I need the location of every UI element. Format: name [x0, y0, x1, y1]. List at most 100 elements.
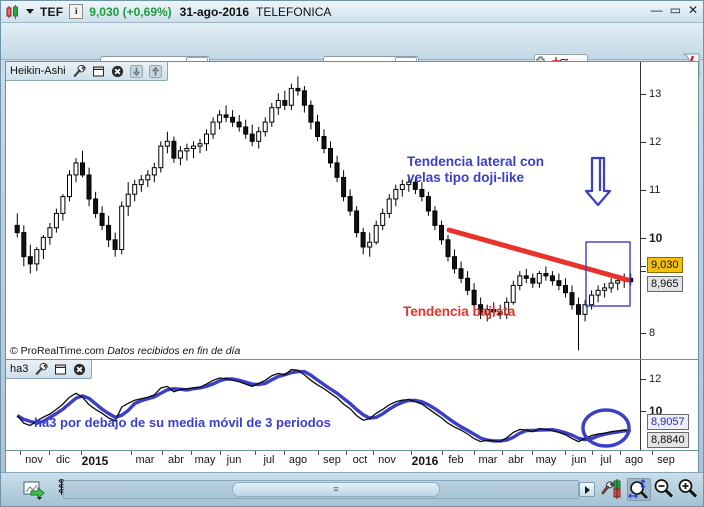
chart-settings-icon[interactable]: [601, 478, 625, 501]
price-tick-8: 8: [649, 327, 656, 339]
maximize-button[interactable]: ▭: [669, 3, 681, 17]
time-tick: [532, 451, 533, 455]
time-tick: [620, 451, 621, 455]
indicator-plot-area[interactable]: ha3 por debajo de su media móvil de 3 pe…: [6, 360, 640, 450]
window-copy-icon[interactable]: [91, 64, 106, 79]
price-plot-area[interactable]: Tendencia lateral con velas tipo doji-li…: [6, 62, 640, 360]
ha3-line: [16, 368, 631, 443]
time-label: mar: [478, 454, 498, 466]
zoom-out-button[interactable]: [653, 478, 677, 501]
time-label: dic: [55, 454, 71, 466]
time-label: jul: [600, 454, 612, 466]
time-label: 2016: [411, 454, 439, 468]
symbol-dropdown-caret-icon[interactable]: [26, 9, 34, 14]
down-arrow-icon: [584, 156, 612, 207]
time-label: 2015: [81, 454, 109, 468]
copyright-line: © ProRealTime.com Datos recibidos en fin…: [10, 345, 240, 357]
time-tick: [49, 451, 50, 455]
sideways-zone-rectangle: [585, 241, 631, 307]
time-tick: [284, 451, 285, 455]
info-icon[interactable]: i: [69, 4, 84, 19]
downtrend-line: [446, 227, 631, 283]
data-note-text: Datos recibidos en fin de día: [107, 345, 241, 357]
time-tick: [373, 451, 374, 455]
close-button[interactable]: ✕: [687, 3, 698, 17]
window-copy-icon[interactable]: [53, 362, 68, 377]
time-tick: [592, 451, 593, 455]
auto-fit-zoom-button[interactable]: [627, 478, 651, 501]
time-tick: [652, 451, 653, 455]
time-label: ago: [288, 454, 308, 466]
scrollbar-thumb[interactable]: ≡: [232, 482, 440, 497]
status-bar: ≡: [1, 472, 703, 506]
time-label: nov: [378, 454, 396, 466]
time-label: abr: [168, 454, 184, 466]
time-label: jul: [263, 454, 275, 466]
ha3-prev-tag: 8,8840: [647, 432, 689, 448]
indicator-name: ha3: [10, 363, 29, 375]
time-tick: [162, 451, 163, 455]
close-indicator-icon[interactable]: [110, 64, 125, 79]
time-tick: [318, 451, 319, 455]
last-price: 9,030 (+0,69%): [89, 4, 172, 19]
minimize-button[interactable]: —: [650, 3, 663, 17]
scroll-right-button[interactable]: [579, 482, 595, 497]
moving-average-line: [16, 369, 631, 443]
time-tick: [81, 451, 82, 455]
time-tick: [442, 451, 443, 455]
annotation-bearish: Tendencia bajista: [403, 304, 516, 319]
time-label: sep: [323, 454, 341, 466]
time-label: oct: [352, 454, 368, 466]
time-tick: [565, 451, 566, 455]
scrollbar-grip-icon: ≡: [333, 484, 339, 494]
quote-date: 31-ago-2016: [179, 4, 250, 19]
annotation-sideways: Tendencia lateral con velas tipo doji-li…: [407, 154, 545, 185]
indicator-axis: 12 10 8,9057 8,8840: [640, 360, 698, 450]
time-tick: [255, 451, 256, 455]
candlestick-chart: [14, 76, 634, 351]
time-tick: [220, 451, 221, 455]
indicator-panel: ha3 por debajo de su media móvil de 3 pe…: [5, 359, 699, 451]
price-indicator-name: Heikin-Ashi: [10, 65, 66, 77]
time-tick: [411, 451, 412, 455]
price-tick-10: 10: [649, 231, 663, 245]
price-panel-header: Heikin-Ashi: [6, 62, 168, 81]
time-label: abr: [508, 454, 524, 466]
window-controls: — ▭ ✕: [651, 4, 698, 16]
export-icon[interactable]: [23, 479, 45, 500]
move-up-icon[interactable]: [148, 64, 163, 79]
horizontal-scrollbar[interactable]: ≡: [63, 480, 579, 499]
close-indicator-icon[interactable]: [72, 362, 87, 377]
annotation-indicator: ha3 por debajo de su media móvil de 3 pe…: [34, 415, 331, 430]
highlight-ellipse: [581, 408, 631, 448]
time-label: nov: [25, 454, 43, 466]
ha3-tick-12: 12: [649, 373, 662, 385]
time-tick: [20, 451, 21, 455]
title-bar: TEF i 9,030 (+0,69%) 31-ago-2016 TELEFON…: [1, 1, 703, 23]
settings-wrench-icon[interactable]: [72, 64, 87, 79]
time-axis: nov dic 2015 mar abr may jun jul ago sep oct nov 201…: [5, 451, 699, 473]
price-tick-13: 13: [649, 88, 662, 100]
price-tick-11: 11: [649, 184, 661, 196]
zoom-in-button[interactable]: [677, 478, 701, 501]
move-down-icon[interactable]: [129, 64, 144, 79]
settings-wrench-icon[interactable]: [34, 362, 49, 377]
price-tick-12: 12: [649, 136, 662, 148]
time-label: may: [535, 454, 557, 466]
time-tick: [502, 451, 503, 455]
company-name: TELEFONICA: [256, 4, 332, 19]
indicator-panel-header: ha3: [6, 360, 93, 379]
chart-toolbar: 100 unidades Semanal: [1, 23, 703, 80]
time-label: sep: [657, 454, 675, 466]
price-chart-panel: Tendencia lateral con velas tipo doji-li…: [5, 61, 699, 361]
time-label: may: [194, 454, 216, 466]
ha3-value-tag: 8,9057: [647, 414, 689, 430]
price-axis: 13 12 11 10 8 9,030 8,965: [640, 62, 698, 360]
time-label: feb: [448, 454, 464, 466]
symbol-ticker: TEF: [40, 4, 64, 19]
time-label: ago: [624, 454, 644, 466]
time-label: mar: [135, 454, 155, 466]
time-tick: [131, 451, 132, 455]
candlestick-icon: [5, 4, 21, 20]
